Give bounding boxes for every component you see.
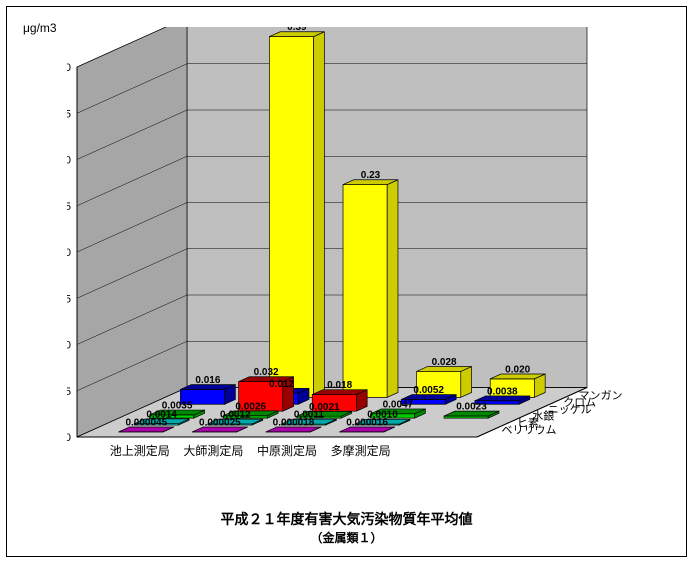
value-label: 0.000018 [273,418,315,429]
value-label: 0.0052 [413,385,444,396]
series-label: ベリリウム [502,424,557,437]
value-label: 0.028 [432,357,457,368]
chart-titles: 平成２１年度有害大気汚染物質年平均値 （金属類１） [7,509,686,546]
value-label: 0.23 [361,170,381,181]
value-label: 0.016 [195,375,220,386]
category-label: 大師測定局 [183,443,243,458]
svg-text:0.05: 0.05 [67,386,71,398]
svg-text:0.35: 0.35 [67,108,71,120]
svg-text:0.40: 0.40 [67,62,71,74]
value-label: 0.0023 [456,402,487,413]
svg-text:0.30: 0.30 [67,155,71,167]
value-label: 0.032 [254,367,279,378]
svg-text:0.10: 0.10 [67,340,71,352]
value-label: 0.018 [327,380,352,391]
value-label: 0.39 [287,27,307,33]
chart-subtitle: （金属類１） [7,529,686,546]
value-label: 0.000016 [346,418,388,429]
category-label: 多摩測定局 [331,443,391,458]
y-axis-title: μg/m3 [23,21,57,35]
value-label: 0.0038 [487,386,518,397]
value-label: 0.0047 [383,399,414,410]
chart-frame: μg/m3 0.000.050.100.150.200.250.300.350.… [6,6,687,557]
category-label: 中原測定局 [257,443,317,458]
chart-area: 0.00 0.05 0.10 0.15 0.20 0.25 0.30 0.35 0.40 0.39… [67,27,627,487]
svg-text:0.15: 0.15 [67,293,71,305]
chart-title: 平成２１年度有害大気汚染物質年平均値 [7,509,686,529]
svg-text:0.00: 0.00 [67,432,71,444]
value-label: 0.020 [505,364,530,375]
category-label: 池上測定局 [110,443,170,458]
svg-text:0.25: 0.25 [67,201,71,213]
chart-svg: 0.00 0.05 0.10 0.15 0.20 0.25 0.30 0.35 0.40 0.39… [67,27,627,487]
value-label: 0.000025 [199,418,241,429]
value-label: 0.000045 [125,418,167,429]
svg-text:0.20: 0.20 [67,247,71,259]
value-label: 0.012 [269,379,294,390]
